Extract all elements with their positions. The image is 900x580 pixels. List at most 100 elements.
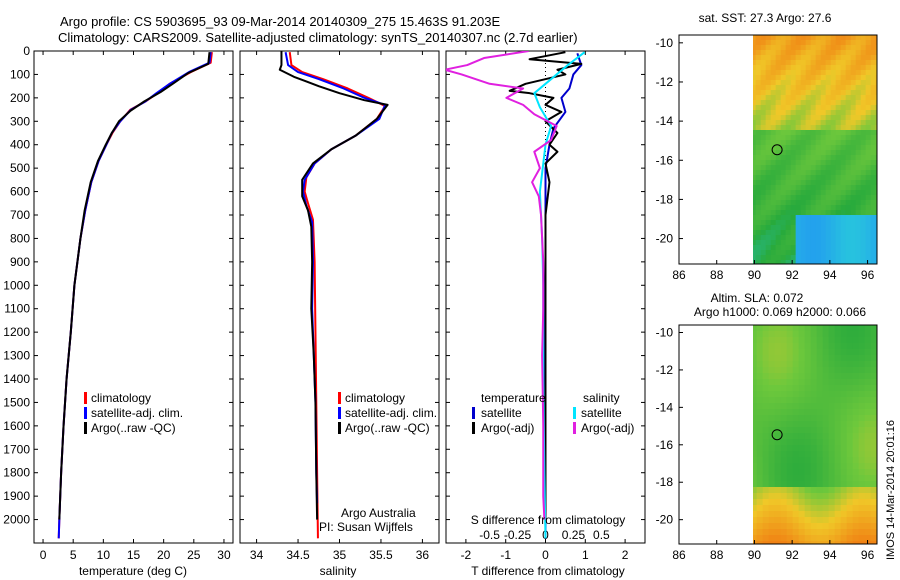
legend-label: Argo(-adj) xyxy=(481,421,534,435)
heatmap-cell xyxy=(815,200,822,206)
heatmap-cell xyxy=(753,463,758,470)
heatmap-cell xyxy=(756,379,764,386)
heatmap-cell xyxy=(820,65,827,71)
heatmap-cell xyxy=(786,493,794,500)
heatmap-cell xyxy=(810,445,818,452)
heatmap-cell xyxy=(753,160,757,166)
heatmap-cell xyxy=(786,463,794,470)
heatmap-cell xyxy=(800,65,807,71)
heatmap-cell xyxy=(760,55,767,61)
heatmap-cell xyxy=(786,409,794,416)
heatmap-cell xyxy=(775,70,782,76)
heatmap-cell xyxy=(805,200,812,206)
heatmap-cell xyxy=(765,125,772,131)
heatmap-cell xyxy=(845,105,852,111)
heatmap-cell xyxy=(840,125,847,131)
heatmap-cell xyxy=(770,235,777,241)
heatmap-cell xyxy=(795,115,802,121)
heatmap-cell xyxy=(792,475,800,482)
heatmap-cell xyxy=(755,90,762,96)
heatmap-cell xyxy=(850,180,857,186)
heatmap-cell xyxy=(765,210,772,216)
heatmap-cell xyxy=(753,45,757,51)
heatmap-cell xyxy=(770,145,777,151)
heatmap-cell xyxy=(770,230,777,236)
heatmap-cell xyxy=(855,250,862,256)
heatmap-cell xyxy=(870,170,877,176)
heatmap-cell xyxy=(860,220,867,226)
heatmap-cell xyxy=(870,135,877,141)
heatmap-cell xyxy=(765,40,772,46)
series-line-salinity-satellite xyxy=(533,51,586,539)
heatmap-cell xyxy=(870,343,877,350)
heatmap-cell xyxy=(858,463,866,470)
heatmap-cell xyxy=(798,385,806,392)
heatmap-cell xyxy=(756,463,764,470)
heatmap-cell xyxy=(860,205,867,211)
heatmap-cell xyxy=(790,245,797,251)
heatmap-cell xyxy=(765,240,772,246)
heatmap-cell xyxy=(825,235,832,241)
heatmap-cell xyxy=(825,65,832,71)
heatmap-cell xyxy=(810,439,818,446)
heatmap-cell xyxy=(858,427,866,434)
heatmap-cell xyxy=(864,445,872,452)
heatmap-cell xyxy=(840,331,848,338)
heatmap-cell xyxy=(774,463,782,470)
heatmap-cell xyxy=(865,135,872,141)
heatmap-cell xyxy=(780,457,788,464)
heatmap-cell xyxy=(810,535,818,542)
heatmap-cell xyxy=(795,45,802,51)
heatmap-cell xyxy=(870,499,877,506)
heatmap-cell xyxy=(753,349,758,356)
heatmap-cell xyxy=(775,80,782,86)
heatmap-cell xyxy=(756,337,764,344)
heatmap-cell xyxy=(835,180,842,186)
heatmap-cell xyxy=(820,115,827,121)
heatmap-cell xyxy=(852,361,860,368)
heatmap-cell xyxy=(805,125,812,131)
heatmap-cell xyxy=(846,463,854,470)
heatmap-cell xyxy=(855,55,862,61)
heatmap-cell xyxy=(753,409,758,416)
heatmap-cell xyxy=(800,115,807,121)
heatmap-cell xyxy=(870,55,877,61)
heatmap-cell xyxy=(760,230,767,236)
heatmap-cell xyxy=(795,145,802,151)
heatmap-cell xyxy=(798,421,806,428)
heatmap-cell xyxy=(775,185,782,191)
heatmap-cell xyxy=(834,373,842,380)
series-line-temperature-argo-adj- xyxy=(508,51,583,520)
heatmap-cell xyxy=(840,469,848,476)
heatmap-cell xyxy=(810,541,818,544)
heatmap-cell xyxy=(753,397,758,404)
heatmap-cell xyxy=(830,125,837,131)
heatmap-cell xyxy=(810,337,818,344)
x-tick-label: 10 xyxy=(97,548,111,562)
heatmap-cell xyxy=(770,95,777,101)
heatmap-cell xyxy=(815,115,822,121)
heatmap-cell xyxy=(864,361,872,368)
heatmap-cell xyxy=(875,240,877,246)
heatmap-cell xyxy=(865,110,872,116)
heatmap-cell xyxy=(860,200,867,206)
heatmap-cell xyxy=(760,210,767,216)
heatmap-cell xyxy=(804,523,812,530)
heatmap-cell xyxy=(770,220,777,226)
heatmap-cell xyxy=(760,260,767,264)
heatmap-cell xyxy=(816,475,824,482)
heatmap-cell xyxy=(770,195,777,201)
heatmap-cell xyxy=(762,349,770,356)
heatmap-cell xyxy=(768,361,776,368)
heatmap-cell xyxy=(810,421,818,428)
heatmap-cell xyxy=(815,240,822,246)
heatmap-cell xyxy=(756,535,764,542)
heatmap-cell xyxy=(774,337,782,344)
heatmap-cell xyxy=(786,523,794,530)
heatmap-cell xyxy=(804,475,812,482)
legend-swatch-satellite xyxy=(338,407,341,419)
heatmap-cell xyxy=(785,60,792,66)
heatmap-cell xyxy=(858,493,866,500)
heatmap-cell xyxy=(785,85,792,91)
heatmap-cell xyxy=(852,517,860,524)
